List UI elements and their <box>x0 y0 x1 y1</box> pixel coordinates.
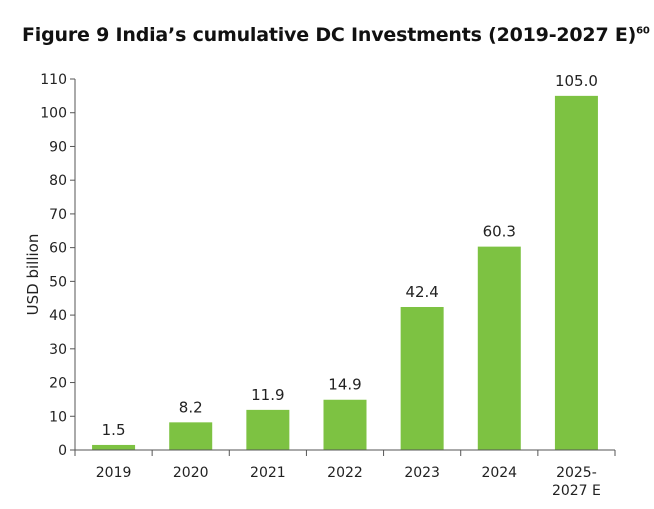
data-label: 60.3 <box>483 223 516 241</box>
y-tick-label: 40 <box>49 308 67 324</box>
y-tick-label: 50 <box>49 274 67 290</box>
x-tick-label: 2025- <box>556 465 597 481</box>
y-tick-label: 10 <box>49 409 67 425</box>
x-tick-label: 2024 <box>481 465 517 481</box>
y-tick-label: 20 <box>49 376 67 392</box>
x-axis: 2019 2020 2021 2022 2023 2024 2025- 2027 E <box>70 449 616 499</box>
chart-title-text: Figure 9 India’s cumulative DC Investmen… <box>22 24 637 46</box>
data-label: 11.9 <box>251 386 284 404</box>
bar <box>246 409 290 450</box>
x-tick-label: 2020 <box>173 465 209 481</box>
y-tick-label: 70 <box>49 207 67 223</box>
bar <box>477 246 521 450</box>
y-tick-label: 100 <box>40 106 67 122</box>
data-label: 105.0 <box>555 72 598 90</box>
y-tick-label: 0 <box>58 443 67 459</box>
x-tick-label: 2019 <box>96 465 132 481</box>
data-label: 14.9 <box>328 376 361 394</box>
y-axis: 0 10 20 30 40 50 60 70 80 90 100 110 <box>40 72 76 459</box>
bar <box>400 306 444 450</box>
y-tick-label: 30 <box>49 342 67 358</box>
chart-title: Figure 9 India’s cumulative DC Investmen… <box>22 24 650 46</box>
bar <box>92 444 136 450</box>
x-tick-label: 2027 E <box>552 483 601 499</box>
y-tick-label: 90 <box>49 139 67 155</box>
bars <box>92 95 598 450</box>
bar <box>554 95 598 450</box>
x-tick-label: 2022 <box>327 465 363 481</box>
bar <box>169 422 213 450</box>
x-tick-label: 2023 <box>404 465 440 481</box>
y-axis-title: USD billion <box>24 234 42 316</box>
chart-title-footnote: 60 <box>636 25 650 37</box>
data-label: 8.2 <box>179 398 203 416</box>
data-labels: 1.5 8.2 11.9 14.9 42.4 60.3 105.0 <box>102 72 598 439</box>
y-tick-label: 80 <box>49 173 67 189</box>
y-tick-label: 60 <box>49 241 67 257</box>
bar <box>323 399 367 450</box>
data-label: 1.5 <box>102 421 126 439</box>
y-tick-label: 110 <box>40 72 67 88</box>
x-tick-label: 2021 <box>250 465 286 481</box>
data-label: 42.4 <box>405 283 438 301</box>
